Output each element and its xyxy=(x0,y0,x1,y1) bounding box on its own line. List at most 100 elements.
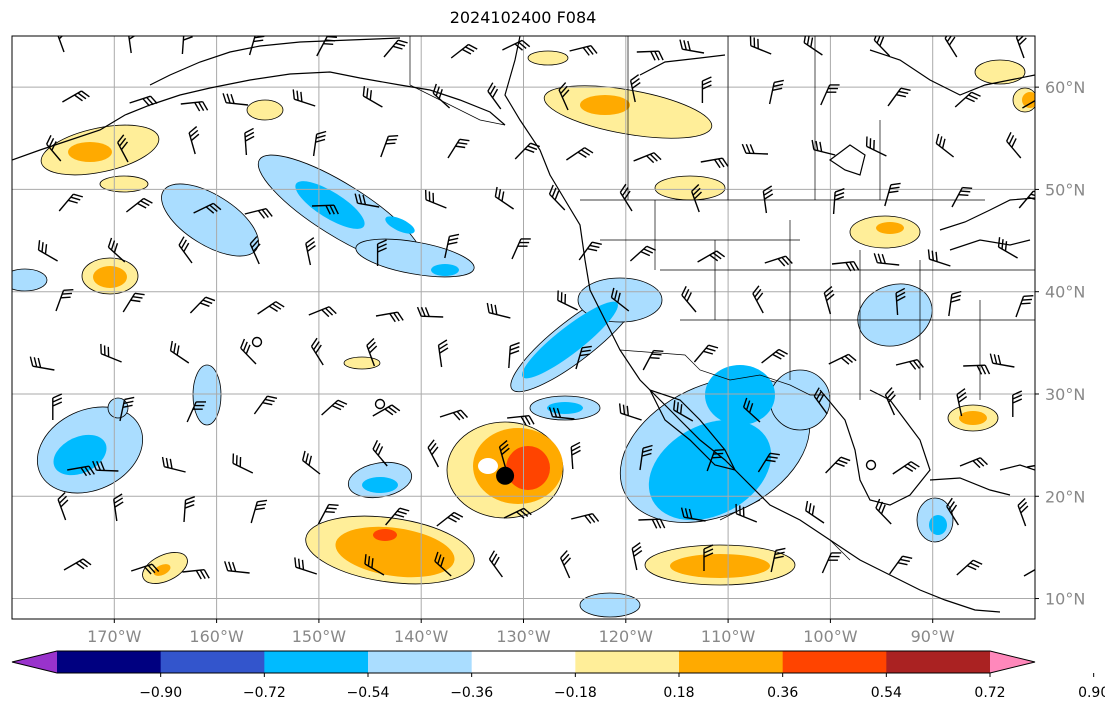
strong-positive-region xyxy=(876,222,904,234)
wind-barb xyxy=(503,507,532,519)
wind-barb xyxy=(895,358,924,370)
wind-barb xyxy=(188,125,200,155)
wind-barb xyxy=(178,236,193,264)
wind-barb xyxy=(161,456,186,473)
lat-tick-label: 10°N xyxy=(1045,590,1085,609)
positive-region xyxy=(99,175,149,193)
political-border xyxy=(409,36,506,126)
wind-barb xyxy=(257,301,285,315)
wind-barb xyxy=(434,551,452,577)
wind-barb xyxy=(113,493,124,522)
lon-tick-label: 120°W xyxy=(599,627,654,646)
coastline xyxy=(504,36,1001,613)
strong-negative-region xyxy=(648,419,772,521)
wind-barb xyxy=(439,409,469,421)
strong-positive-region xyxy=(959,411,987,425)
colorbar-tick-label: 0.36 xyxy=(767,685,798,701)
wind-barb xyxy=(805,500,825,524)
colorbar-segment xyxy=(575,651,680,673)
wind-barb xyxy=(362,86,383,108)
colorbar-segment xyxy=(264,651,369,673)
wind-barb xyxy=(935,133,955,158)
wind-barb xyxy=(311,204,339,215)
wind-barb xyxy=(244,207,273,219)
wind-barb xyxy=(951,186,973,208)
wind-barb xyxy=(249,236,261,265)
wind-barb xyxy=(638,518,666,529)
wind-barb xyxy=(63,558,92,571)
colorbar-extend-low xyxy=(12,651,57,673)
wind-barb xyxy=(578,241,602,261)
wind-barb xyxy=(486,302,511,319)
wind-barb xyxy=(693,344,719,363)
colorbar-tick-label: 0.54 xyxy=(871,685,902,701)
lat-tick-label: 20°N xyxy=(1045,487,1085,506)
colorbar-segment xyxy=(679,651,784,673)
wind-barb xyxy=(52,393,63,420)
coastline xyxy=(999,464,1035,471)
coastline xyxy=(929,477,1011,496)
wind-barb xyxy=(107,237,126,263)
coastline xyxy=(149,37,401,86)
wind-barb xyxy=(364,554,385,576)
wind-barb xyxy=(873,253,900,266)
wind-barb xyxy=(129,95,158,107)
wind-barb xyxy=(946,497,959,526)
wind-barb xyxy=(681,285,697,313)
lon-tick-label: 150°W xyxy=(292,627,347,646)
wind-barb xyxy=(570,441,581,470)
wind-barb xyxy=(294,557,318,575)
strong-negative-region xyxy=(705,365,775,425)
wind-barb xyxy=(316,36,338,57)
longitude-axis: 170°W 160°W 150°W 140°W 130°W 120°W 110°W 100°W… xyxy=(87,619,955,646)
wind-barb xyxy=(1017,497,1029,527)
wind-barb xyxy=(629,245,657,262)
wind-barb xyxy=(248,36,265,56)
wind-barb xyxy=(889,555,913,575)
strong-positive-region xyxy=(68,142,112,162)
wind-barb xyxy=(376,239,387,266)
wind-barb xyxy=(57,491,69,521)
wind-barbs xyxy=(29,36,1035,580)
wind-barb xyxy=(450,43,478,59)
wind-barb xyxy=(954,91,981,108)
wind-barb xyxy=(636,50,664,61)
lat-tick-label: 60°N xyxy=(1045,78,1085,97)
wind-barb xyxy=(427,439,440,468)
wind-barb xyxy=(92,460,119,472)
wind-barb xyxy=(764,255,793,267)
wind-barb xyxy=(487,82,502,110)
colorbar-segment xyxy=(471,651,576,673)
wind-barb xyxy=(618,403,642,421)
coastline xyxy=(939,197,1035,231)
wind-barb xyxy=(444,233,460,259)
strong-negative-region xyxy=(431,264,459,276)
negative-region xyxy=(107,397,129,419)
wind-barb xyxy=(821,552,842,574)
wind-barb xyxy=(742,397,761,423)
wind-barb xyxy=(117,134,129,163)
positive-region xyxy=(246,99,284,121)
wind-barb xyxy=(571,512,600,524)
wind-barb xyxy=(301,450,321,475)
colorbar-outline xyxy=(11,650,1036,674)
strong-positive-region xyxy=(670,554,770,578)
wind-barb xyxy=(182,569,210,580)
lon-tick-label: 170°W xyxy=(87,627,142,646)
wind-barb xyxy=(828,353,857,365)
wind-barb xyxy=(831,261,860,272)
wind-barb xyxy=(575,345,592,370)
wind-barb xyxy=(488,550,503,578)
wind-barb xyxy=(691,183,702,213)
wind-barb xyxy=(437,339,449,368)
calm-wind-circle xyxy=(251,336,263,348)
strong-negative-region xyxy=(547,402,583,414)
wind-barb xyxy=(292,89,316,107)
wind-barb xyxy=(432,83,451,109)
colorbar-tick-label: −0.90 xyxy=(139,685,182,701)
wind-barb xyxy=(963,364,991,375)
wind-barb xyxy=(375,311,404,323)
wind-barb xyxy=(502,39,531,51)
strong-negative-region xyxy=(522,301,618,379)
colorbar-segment xyxy=(886,651,991,673)
